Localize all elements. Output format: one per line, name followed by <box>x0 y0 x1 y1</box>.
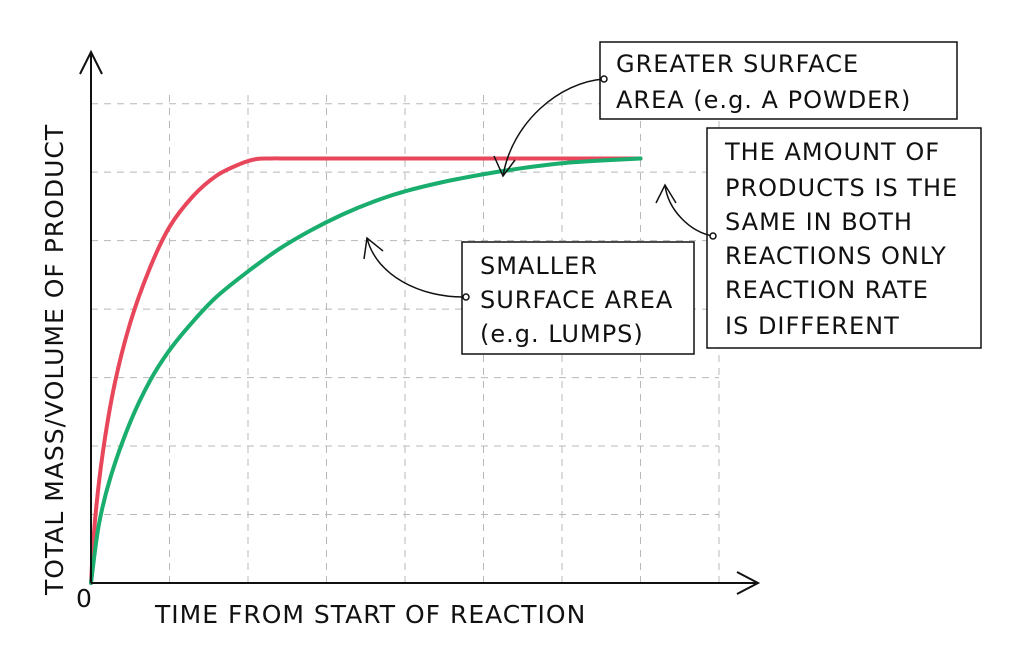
annotation-line: THE AMOUNT OF <box>724 138 940 166</box>
annotation-box <box>599 41 958 120</box>
annotation-line: REACTIONS ONLY <box>725 242 947 270</box>
y-axis-arrow <box>79 49 103 75</box>
pointer-anchor-dot <box>462 293 470 301</box>
x-axis-title: TIME FROM START OF REACTION <box>154 600 586 629</box>
annotation-line: IS DIFFERENT <box>725 312 900 340</box>
annotation-line: SAME IN BOTH <box>725 208 913 236</box>
annotation-box <box>461 241 695 355</box>
annotation-line: SMALLER <box>480 252 598 280</box>
pointer-anchor-dot <box>600 75 608 83</box>
x-axis-arrow <box>736 571 761 595</box>
pointer-arrowhead <box>363 236 384 260</box>
annotation-line: AREA (e.g. A POWDER) <box>616 86 911 114</box>
annotation-smaller-surface-area: SMALLER SURFACE AREA (e.g. LUMPS) <box>363 236 695 355</box>
grid <box>91 90 720 583</box>
annotation-line: (e.g. LUMPS) <box>480 320 644 348</box>
annotation-greater-surface-area: GREATER SURFACE AREA (e.g. A POWDER) <box>493 41 958 178</box>
annotation-line: PRODUCTS IS THE <box>725 174 958 202</box>
annotation-line: SURFACE AREA <box>480 286 673 314</box>
origin-label: 0 <box>76 584 93 613</box>
pointer-arrowhead <box>655 183 677 204</box>
series-lines <box>89 156 643 585</box>
annotation-line: REACTION RATE <box>725 276 929 304</box>
series-line-greater-surface-area <box>89 156 643 585</box>
y-axis-title: TOTAL MASS/VOLUME OF PRODUCT <box>40 124 69 596</box>
annotation-box <box>706 127 982 349</box>
annotation-line: GREATER SURFACE <box>616 50 859 78</box>
annotation-pointer <box>502 78 605 177</box>
series-line-smaller-surface-area <box>89 156 643 585</box>
annotation-pointer <box>664 184 714 237</box>
annotation-same-amount: THE AMOUNT OF PRODUCTS IS THE SAME IN BO… <box>655 127 982 349</box>
pointer-arrowhead <box>493 155 516 178</box>
pointer-anchor-dot <box>709 232 717 240</box>
annotation-pointer <box>366 237 467 298</box>
